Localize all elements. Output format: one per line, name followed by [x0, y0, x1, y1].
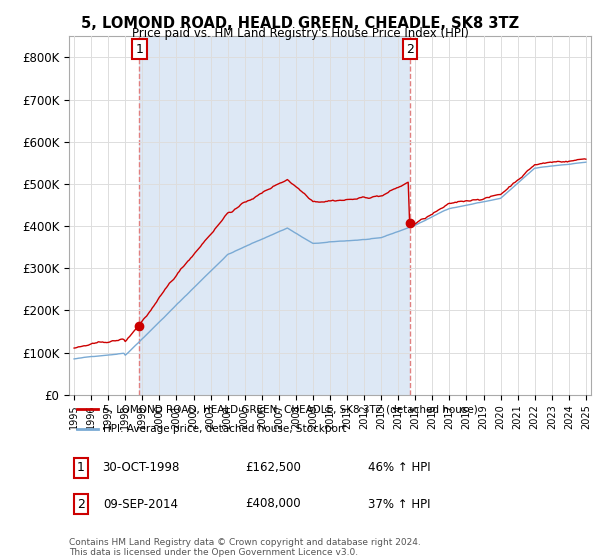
- Text: 5, LOMOND ROAD, HEALD GREEN, CHEADLE, SK8 3TZ: 5, LOMOND ROAD, HEALD GREEN, CHEADLE, SK…: [81, 16, 519, 31]
- Text: 2: 2: [406, 43, 413, 55]
- Text: Contains HM Land Registry data © Crown copyright and database right 2024.
This d: Contains HM Land Registry data © Crown c…: [69, 538, 421, 557]
- Text: £408,000: £408,000: [245, 497, 301, 511]
- Text: 37% ↑ HPI: 37% ↑ HPI: [368, 497, 430, 511]
- Text: 1: 1: [77, 461, 85, 474]
- Text: 46% ↑ HPI: 46% ↑ HPI: [368, 461, 430, 474]
- Text: HPI: Average price, detached house, Stockport: HPI: Average price, detached house, Stoc…: [103, 424, 346, 434]
- Text: 2: 2: [77, 497, 85, 511]
- Text: 09-SEP-2014: 09-SEP-2014: [104, 497, 179, 511]
- Bar: [139, 36, 410, 395]
- Text: £162,500: £162,500: [245, 461, 301, 474]
- Text: 1: 1: [136, 43, 143, 55]
- Text: 5, LOMOND ROAD, HEALD GREEN, CHEADLE, SK8 3TZ (detached house): 5, LOMOND ROAD, HEALD GREEN, CHEADLE, SK…: [103, 404, 478, 414]
- Text: Price paid vs. HM Land Registry's House Price Index (HPI): Price paid vs. HM Land Registry's House …: [131, 27, 469, 40]
- Text: 30-OCT-1998: 30-OCT-1998: [103, 461, 179, 474]
